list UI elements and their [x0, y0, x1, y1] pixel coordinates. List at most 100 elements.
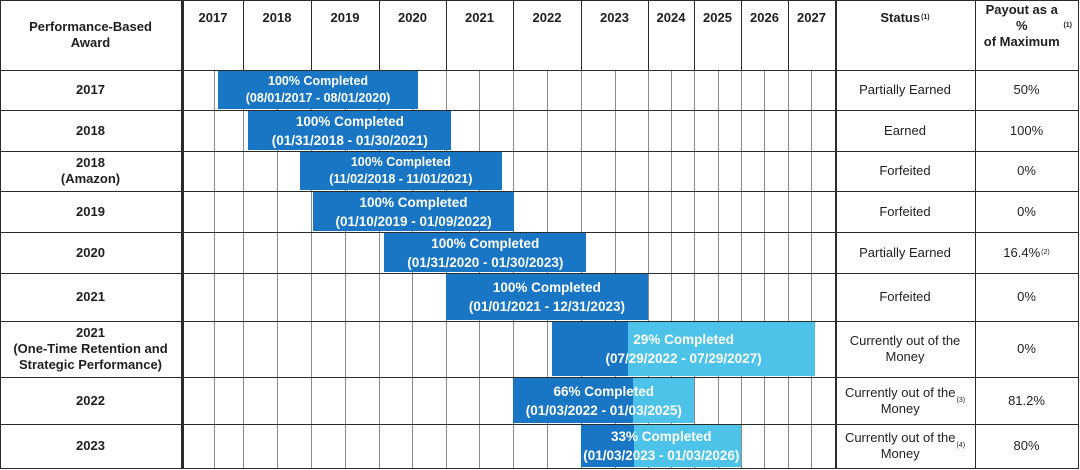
bar-label: 100% Completed (11/02/2018 - 11/01/2021)	[300, 151, 502, 191]
bar-label: 100% Completed (01/31/2018 - 01/30/2021)	[248, 110, 451, 151]
payout-cell: 0%	[1017, 341, 1036, 356]
bar-label: 100% Completed (08/01/2017 - 08/01/2020)	[218, 70, 418, 110]
status-cell: Partially Earned	[859, 244, 951, 260]
grid-subline	[214, 70, 215, 468]
header-year: 2017	[198, 10, 228, 25]
header-payout: Payout as a % of Maximum (1)	[983, 2, 1072, 49]
grid-year-line	[513, 0, 514, 70]
header-year: 2027	[797, 10, 826, 25]
award-label: 2019	[76, 203, 105, 219]
award-label: 2021	[76, 289, 105, 304]
header-year: 2020	[398, 10, 427, 25]
grid-subline	[764, 70, 765, 468]
status-cell: Forfeited	[879, 203, 931, 219]
grid-year-line	[788, 0, 789, 70]
grid-row-line	[0, 191, 1079, 192]
remaining-bar	[628, 322, 816, 376]
bar-date-range: (07/29/2022 - 07/29/2027)	[605, 351, 762, 366]
grid-top-line	[0, 0, 1079, 1]
grid-year-line	[379, 0, 380, 70]
bar-date-range: (01/03/2022 - 01/03/2025)	[525, 402, 682, 418]
grid-subline	[345, 70, 346, 468]
bar-completion-text: 66% Completed	[553, 383, 655, 399]
grid-subline	[243, 70, 244, 468]
status-cell: Currently out of the Money (3)	[844, 384, 966, 416]
bar-label: 100% Completed (01/31/2020 - 01/30/2023)	[384, 232, 586, 273]
grid-column-border	[1078, 0, 1079, 469]
grid-column-border	[181, 0, 182, 469]
header-status: Status (1)	[880, 10, 930, 25]
status-cell: Forfeited	[879, 163, 931, 178]
completed-bar	[513, 378, 633, 423]
bar-date-range: (11/02/2018 - 11/01/2021)	[329, 172, 473, 186]
grid-year-line	[311, 0, 312, 70]
grid-subline	[311, 70, 312, 468]
header-year: 2022	[532, 10, 562, 25]
grid-column-border	[182, 0, 184, 469]
payout-cell: 100%	[1009, 122, 1044, 138]
grid-year-line	[446, 0, 447, 70]
bar-completion-text: 100% Completed	[268, 74, 369, 88]
grid-year-line	[243, 0, 244, 70]
status-cell: Currently out of the Money (4)	[844, 430, 966, 461]
header-year: 2026	[750, 10, 779, 25]
bar-date-range: (01/03/2023 - 01/03/2026)	[583, 448, 740, 463]
award-label: 2020	[76, 244, 105, 260]
award-label: 2018 (Amazon)	[60, 155, 121, 186]
grid-subline	[671, 70, 672, 468]
remaining-bar	[634, 425, 742, 467]
grid-row-line	[0, 273, 1079, 274]
completed-bar	[446, 274, 648, 320]
grid-subline	[718, 70, 719, 468]
grid-year-line	[648, 0, 649, 70]
grid-subline	[788, 70, 789, 468]
grid-row-line	[0, 424, 1079, 425]
grid-subline	[741, 70, 742, 468]
grid-subline	[694, 70, 695, 468]
grid-row-line	[0, 321, 1079, 322]
payout-cell: 81.2%	[1008, 392, 1045, 408]
bar-completion-text: 100% Completed	[359, 194, 468, 210]
payout-cell: 0%	[1017, 203, 1036, 219]
grid-year-line	[741, 0, 742, 70]
payout-cell: 80%	[1013, 438, 1040, 453]
status-cell: Currently out of the Money	[849, 333, 961, 364]
grid-row-line	[0, 377, 1079, 378]
award-label: 2022	[76, 392, 105, 408]
completed-bar	[218, 71, 419, 109]
completed-bar	[299, 152, 502, 190]
bar-completion-text: 100% Completed	[431, 235, 540, 251]
header-year: 2019	[330, 10, 360, 25]
header-year: 2023	[600, 10, 629, 25]
grid-row-line	[0, 468, 1079, 469]
bar-date-range: (01/31/2020 - 01/30/2023)	[407, 254, 564, 270]
grid-subline	[811, 70, 812, 468]
grid-year-line	[694, 0, 695, 70]
header-year: 2025	[703, 10, 732, 25]
completed-bar	[248, 111, 452, 150]
grid-subline	[379, 70, 380, 468]
grid-row-line	[0, 232, 1079, 233]
bar-date-range: (01/01/2021 - 12/31/2023)	[468, 299, 625, 314]
completed-bar	[384, 233, 587, 272]
bar-label: 100% Completed (01/10/2019 - 01/09/2022)	[313, 191, 515, 232]
bar-label: 100% Completed (01/01/2021 - 12/31/2023)	[446, 273, 648, 321]
status-cell: Forfeited	[879, 289, 931, 304]
header-year: 2018	[262, 10, 292, 25]
header-year: 2021	[465, 10, 494, 25]
grid-row-line	[0, 110, 1079, 111]
payout-cell: 0%	[1017, 289, 1036, 304]
header-award: Performance-Based Award	[29, 19, 152, 50]
bar-completion-text: 100% Completed	[295, 113, 404, 129]
payout-cell: 0%	[1017, 163, 1036, 178]
bar-label: 33% Completed (01/03/2023 - 01/03/2026)	[581, 424, 741, 468]
bar-completion-text: 100% Completed	[492, 280, 601, 295]
bar-completion-text: 29% Completed	[633, 332, 734, 347]
award-label: 2017	[76, 82, 105, 97]
completed-bar	[581, 425, 635, 467]
grid-subline	[615, 70, 616, 468]
bar-label: 66% Completed (01/03/2022 - 01/03/2025)	[513, 377, 694, 424]
header-year: 2024	[656, 10, 686, 25]
award-label: 2021 (One-Time Retention and Strategic Per…	[13, 325, 168, 372]
